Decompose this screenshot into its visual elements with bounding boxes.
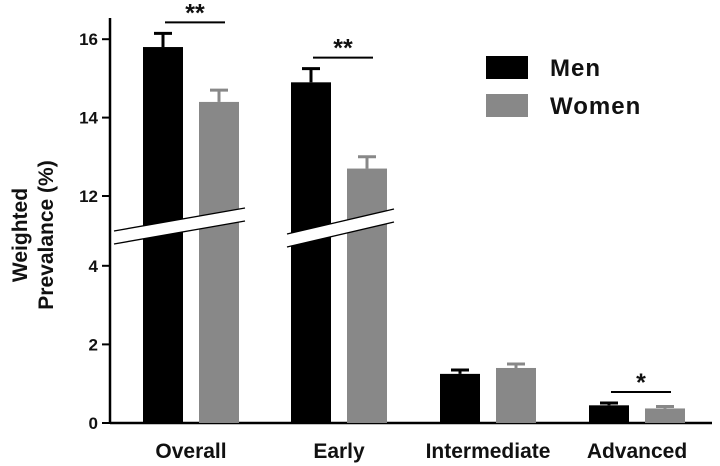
axis-break-overall-top-edge — [113, 207, 246, 232]
bar-women-early — [347, 168, 387, 423]
bar-women-overall — [199, 101, 239, 424]
x-category-label-overall: Overall — [155, 440, 226, 463]
y-axis-title: Weighted Prevalance (%) — [9, 160, 58, 309]
legend: Men Women — [486, 55, 641, 120]
legend-label-women: Women — [550, 93, 641, 120]
significance-label-early: ** — [333, 35, 353, 63]
y-ticks: 0 2 4 12 14 16 — [79, 30, 110, 433]
y-axis-title-line2: Prevalance (%) — [35, 160, 58, 309]
axis-break-early-fill — [287, 209, 394, 247]
bar-men-intermediate — [440, 373, 480, 423]
y-tick-label-14: 14 — [79, 109, 98, 128]
legend-swatch-men — [486, 56, 528, 79]
y-tick-label-2: 2 — [89, 335, 98, 354]
x-categories: Overall Early Intermediate Advanced — [155, 440, 687, 463]
bar-men-advanced — [589, 405, 629, 423]
bar-women-advanced — [645, 408, 685, 423]
y-tick-label-16: 16 — [79, 30, 98, 49]
legend-swatch-women — [486, 94, 528, 117]
axis-break-early-top-edge — [286, 208, 395, 235]
y-axis-title-line1: Weighted — [9, 188, 32, 282]
x-category-label-early: Early — [313, 440, 365, 463]
y-tick-label-12: 12 — [79, 187, 98, 206]
bar-men-early — [291, 82, 331, 423]
significance-markers: ***** — [165, 0, 671, 397]
axis-break-early-bottom-edge — [286, 221, 395, 248]
legend-label-men: Men — [550, 55, 601, 82]
axis-break-overall-bottom-edge — [113, 220, 246, 245]
bar-women-intermediate — [496, 367, 536, 423]
significance-label-overall: ** — [185, 0, 205, 27]
y-tick-label-0: 0 — [89, 414, 98, 433]
bars — [143, 31, 685, 424]
significance-label-advanced: * — [636, 369, 646, 397]
axis-breaks — [113, 207, 395, 248]
x-category-label-advanced: Advanced — [587, 440, 687, 463]
x-category-label-intermediate: Intermediate — [426, 440, 551, 463]
y-tick-label-4: 4 — [89, 257, 99, 276]
axis-break-overall-fill — [114, 208, 245, 244]
